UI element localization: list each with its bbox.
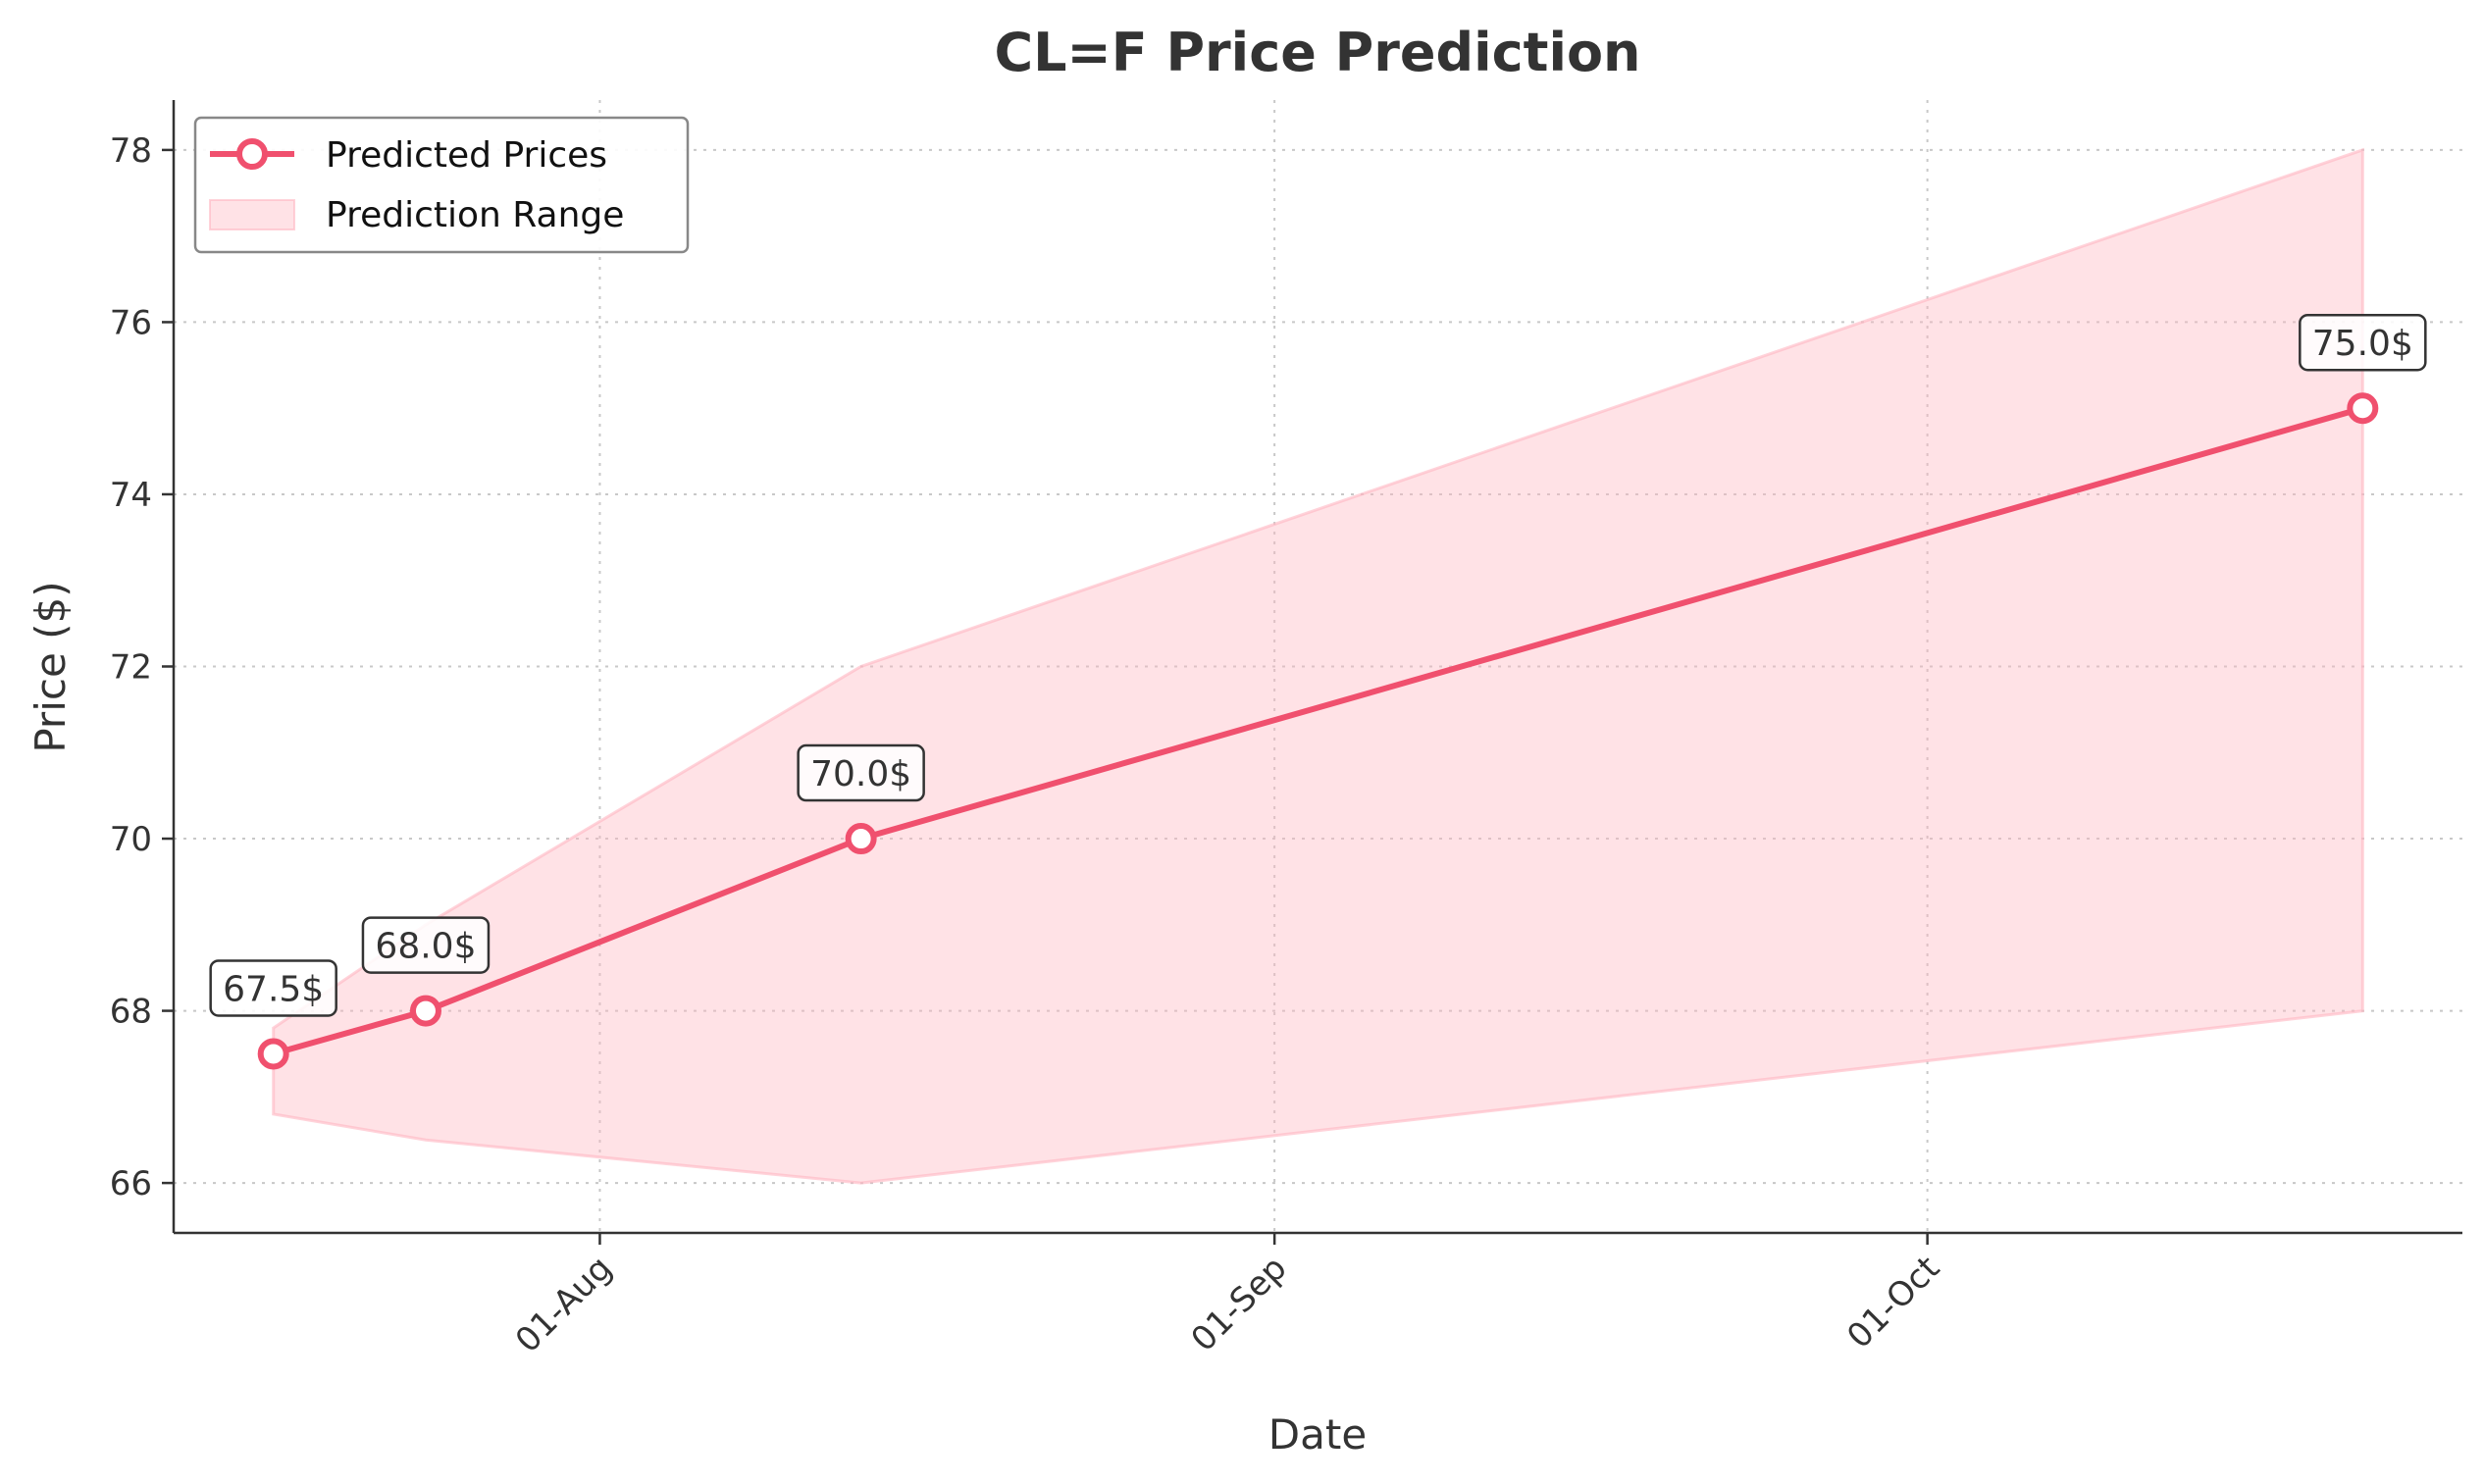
x-ticks: 01-Aug 01-Sep 01-Oct (508, 1233, 1947, 1360)
data-label: 75.0$ (2312, 324, 2413, 364)
legend-label-range: Prediction Range (326, 195, 624, 235)
data-points (257, 392, 2379, 1070)
prediction-range-band (272, 147, 2364, 1185)
data-label-box (2299, 313, 2427, 372)
y-axis-label: Price ($) (26, 581, 75, 752)
predicted-prices-line (270, 405, 2366, 1057)
x-tick-label: 01-Oct (1839, 1249, 1947, 1356)
y-tick-label: 76 (110, 303, 152, 342)
x-axis-label: Date (1268, 1410, 1367, 1458)
grid-lines (174, 100, 2462, 1233)
data-labels: 67.5$ 68.0$ 70.0$ 75.0$ (209, 313, 2427, 1017)
legend-frame (193, 116, 690, 254)
y-tick-label: 72 (110, 648, 152, 688)
x-tick-label: 01-Aug (508, 1249, 620, 1360)
y-tick-label: 78 (110, 131, 152, 171)
legend: Predicted Prices Prediction Range (193, 116, 690, 254)
y-tick-label: 70 (110, 820, 152, 859)
data-point (409, 995, 441, 1027)
y-tick-label: 74 (110, 476, 152, 515)
y-tick-label: 66 (110, 1164, 152, 1203)
data-label: 68.0$ (375, 927, 476, 967)
y-ticks: 66 68 70 72 74 76 78 (110, 131, 174, 1203)
legend-label-predicted: Predicted Prices (326, 135, 607, 176)
data-label-box (797, 743, 925, 802)
legend-marker-swatch (236, 138, 268, 170)
legend-range-swatch (209, 199, 295, 230)
data-label-box (209, 959, 337, 1017)
data-label: 67.5$ (223, 969, 324, 1009)
y-tick-label: 68 (110, 993, 152, 1032)
data-label-box (361, 916, 491, 974)
data-point (257, 1038, 289, 1070)
data-point (845, 823, 877, 855)
data-label: 70.0$ (810, 754, 911, 794)
chart-title: CL=F Price Prediction (995, 22, 1641, 83)
x-tick-label: 01-Sep (1184, 1249, 1295, 1359)
data-point (2347, 392, 2379, 425)
